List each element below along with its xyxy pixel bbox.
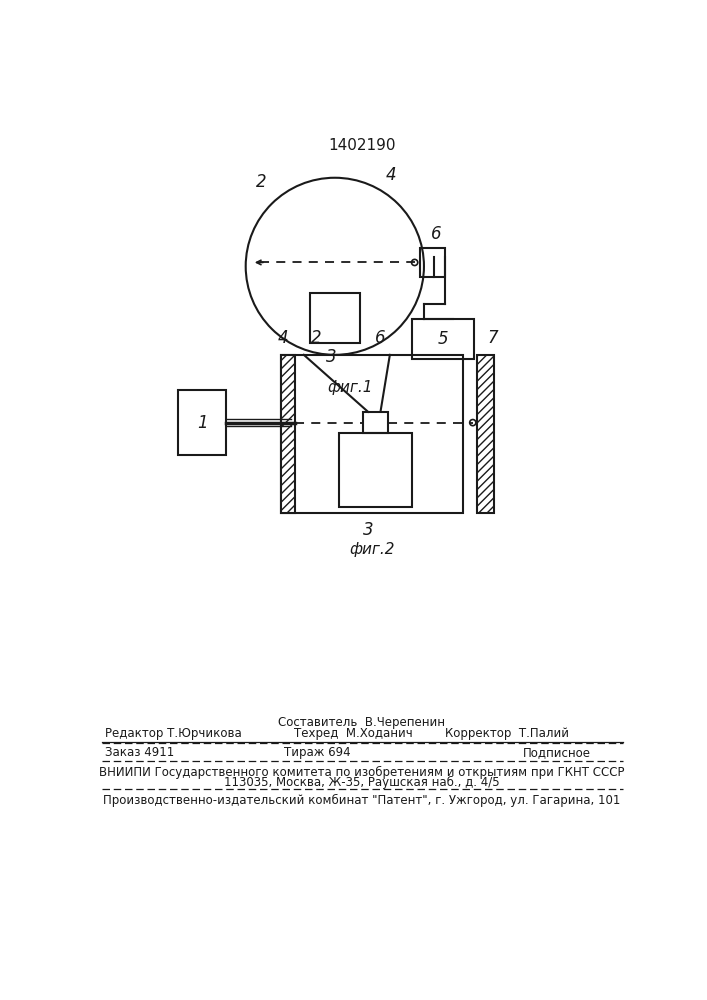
- Text: 4: 4: [385, 166, 396, 184]
- Bar: [281, 355, 295, 513]
- Text: 5: 5: [438, 330, 449, 348]
- Text: 6: 6: [431, 225, 442, 243]
- Text: 4: 4: [278, 329, 288, 347]
- Text: 2: 2: [256, 173, 267, 191]
- Text: фиг.2: фиг.2: [349, 542, 395, 557]
- Text: 6: 6: [375, 329, 386, 347]
- Bar: [477, 355, 493, 513]
- Text: Техред  М.Ходанич: Техред М.Ходанич: [293, 727, 412, 740]
- Bar: [339, 433, 412, 507]
- Text: Заказ 4911: Заказ 4911: [105, 746, 175, 759]
- Text: Редактор Т.Юрчикова: Редактор Т.Юрчикова: [105, 727, 243, 740]
- Text: ВНИИПИ Государственного комитета по изобретениям и открытиям при ГКНТ СССР: ВНИИПИ Государственного комитета по изоб…: [99, 766, 625, 779]
- Bar: [178, 390, 226, 455]
- Text: 113035, Москва, Ж-35, Раушская наб., д. 4/5: 113035, Москва, Ж-35, Раушская наб., д. …: [224, 776, 500, 789]
- Text: 7: 7: [488, 329, 498, 347]
- Text: 3: 3: [363, 521, 373, 539]
- Text: Корректор  Т.Палий: Корректор Т.Палий: [445, 727, 569, 740]
- Text: 3: 3: [326, 348, 337, 366]
- Bar: [281, 355, 462, 513]
- Text: Тираж 694: Тираж 694: [284, 746, 350, 759]
- Bar: [310, 293, 360, 343]
- Bar: [420, 248, 445, 277]
- Text: фиг.1: фиг.1: [327, 380, 373, 395]
- Text: 1: 1: [197, 414, 208, 432]
- Text: Производственно-издательский комбинат "Патент", г. Ужгород, ул. Гагарина, 101: Производственно-издательский комбинат "П…: [103, 794, 621, 807]
- Bar: [412, 319, 474, 359]
- Text: 2: 2: [311, 329, 322, 347]
- Text: Составитель  В.Черепенин: Составитель В.Черепенин: [279, 716, 445, 729]
- Bar: [363, 412, 388, 433]
- Text: Подписное: Подписное: [522, 746, 590, 759]
- Text: 1402190: 1402190: [328, 138, 396, 153]
